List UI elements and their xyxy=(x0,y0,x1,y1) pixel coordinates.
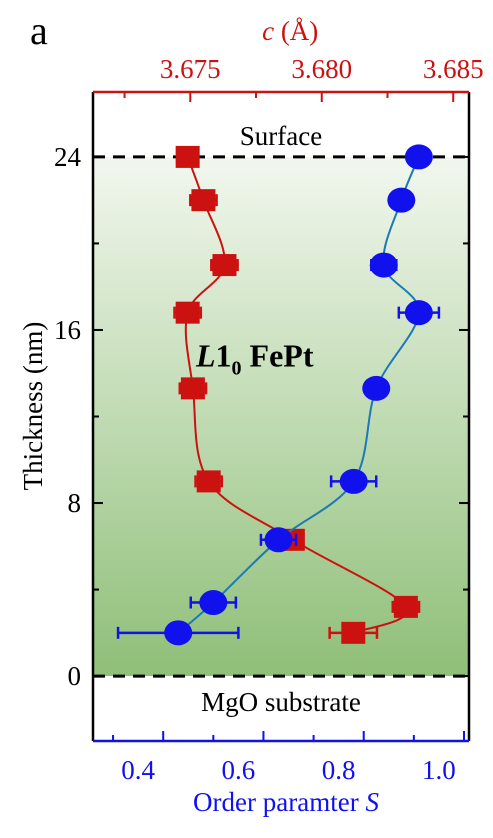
surface-label: Surface xyxy=(240,121,322,151)
order-s-point xyxy=(369,252,398,278)
lattice-c-point xyxy=(175,301,200,324)
top-axis-title-unit: (Å) xyxy=(274,16,318,46)
lattice-c-point xyxy=(196,470,221,493)
order-s-point xyxy=(164,620,193,646)
y-tick-label: 0 xyxy=(68,661,82,691)
grid-layer xyxy=(93,155,469,678)
y-tick-label: 16 xyxy=(54,315,81,345)
order-s-point xyxy=(339,468,368,494)
lattice-c-point xyxy=(393,595,418,618)
top-axis-title-symbol: c xyxy=(262,16,274,46)
top-tick-label: 3.685 xyxy=(423,54,484,84)
y-tick-label: 8 xyxy=(68,488,82,518)
axes-layer: 0 8 16 24 3.675 3.680 3.685 0.4 0.6 0.8 1.0 xyxy=(54,54,484,785)
y-tick-label: 24 xyxy=(54,142,82,172)
bottom-axis-title-text: Order paramter xyxy=(193,787,365,817)
lattice-c-point xyxy=(175,145,200,168)
order-s-point xyxy=(387,187,416,213)
bottom-tick-label: 0.8 xyxy=(322,755,356,785)
material-label-number: 1 xyxy=(216,338,232,374)
order-s-point xyxy=(199,590,228,616)
top-tick-label: 3.675 xyxy=(160,54,221,84)
lattice-c-curve xyxy=(184,156,409,634)
lattice-c-point xyxy=(180,377,205,400)
bottom-axis-title-symbol: S xyxy=(365,787,379,817)
top-axis-title: c (Å) xyxy=(262,16,318,46)
bottom-axis-title: Order paramter S xyxy=(193,787,379,817)
substrate-label: MgO substrate xyxy=(201,687,361,717)
material-label-compound: FePt xyxy=(242,338,314,374)
lattice-c-point xyxy=(341,621,366,644)
series-layer xyxy=(116,144,441,646)
lattice-c-point xyxy=(212,254,237,277)
order-s-point xyxy=(264,527,293,553)
order-s-point xyxy=(404,144,433,170)
bottom-tick-label: 1.0 xyxy=(422,755,456,785)
panel-label: a xyxy=(30,8,48,53)
lattice-c-point xyxy=(191,189,216,212)
material-label-italic: L xyxy=(195,338,216,374)
bottom-tick-label: 0.4 xyxy=(121,755,155,785)
order-s-point xyxy=(362,375,391,401)
film-background xyxy=(93,156,469,677)
top-tick-label: 3.680 xyxy=(291,54,352,84)
material-label: L10 FePt xyxy=(195,338,314,380)
material-label-subscript: 0 xyxy=(232,358,242,380)
bottom-tick-label: 0.6 xyxy=(222,755,256,785)
order-s-point xyxy=(404,300,433,326)
y-axis-title: Thickness (nm) xyxy=(18,322,48,491)
